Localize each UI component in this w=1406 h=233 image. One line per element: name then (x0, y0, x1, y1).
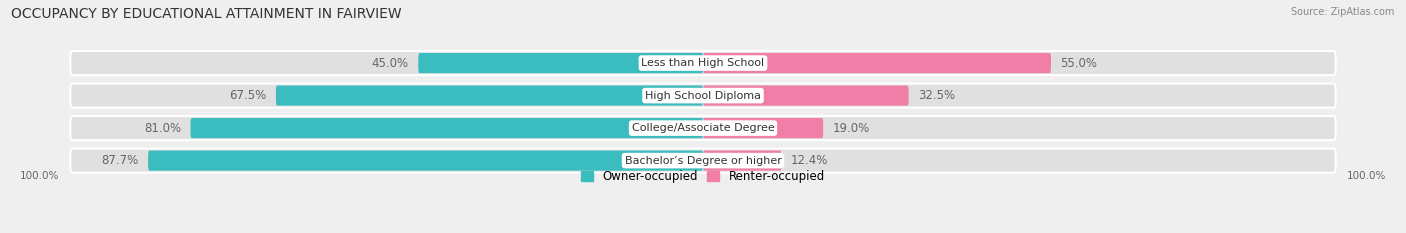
Text: 45.0%: 45.0% (371, 57, 409, 70)
Text: Source: ZipAtlas.com: Source: ZipAtlas.com (1291, 7, 1395, 17)
Legend: Owner-occupied, Renter-occupied: Owner-occupied, Renter-occupied (581, 170, 825, 183)
Text: 100.0%: 100.0% (20, 171, 59, 181)
FancyBboxPatch shape (703, 151, 782, 171)
Text: 87.7%: 87.7% (101, 154, 139, 167)
Text: 55.0%: 55.0% (1060, 57, 1098, 70)
Text: 19.0%: 19.0% (832, 122, 870, 135)
Text: Less than High School: Less than High School (641, 58, 765, 68)
Text: OCCUPANCY BY EDUCATIONAL ATTAINMENT IN FAIRVIEW: OCCUPANCY BY EDUCATIONAL ATTAINMENT IN F… (11, 7, 402, 21)
FancyBboxPatch shape (703, 53, 1052, 73)
Text: 67.5%: 67.5% (229, 89, 267, 102)
FancyBboxPatch shape (70, 51, 1336, 75)
FancyBboxPatch shape (703, 118, 824, 138)
Text: College/Associate Degree: College/Associate Degree (631, 123, 775, 133)
FancyBboxPatch shape (276, 86, 703, 106)
Text: 12.4%: 12.4% (792, 154, 828, 167)
Text: Bachelor’s Degree or higher: Bachelor’s Degree or higher (624, 156, 782, 166)
Text: 81.0%: 81.0% (143, 122, 181, 135)
Text: 100.0%: 100.0% (1347, 171, 1386, 181)
FancyBboxPatch shape (70, 116, 1336, 140)
FancyBboxPatch shape (70, 84, 1336, 108)
Text: High School Diploma: High School Diploma (645, 91, 761, 101)
FancyBboxPatch shape (148, 151, 703, 171)
FancyBboxPatch shape (419, 53, 703, 73)
Text: 32.5%: 32.5% (918, 89, 955, 102)
FancyBboxPatch shape (70, 149, 1336, 173)
FancyBboxPatch shape (191, 118, 703, 138)
FancyBboxPatch shape (703, 86, 908, 106)
